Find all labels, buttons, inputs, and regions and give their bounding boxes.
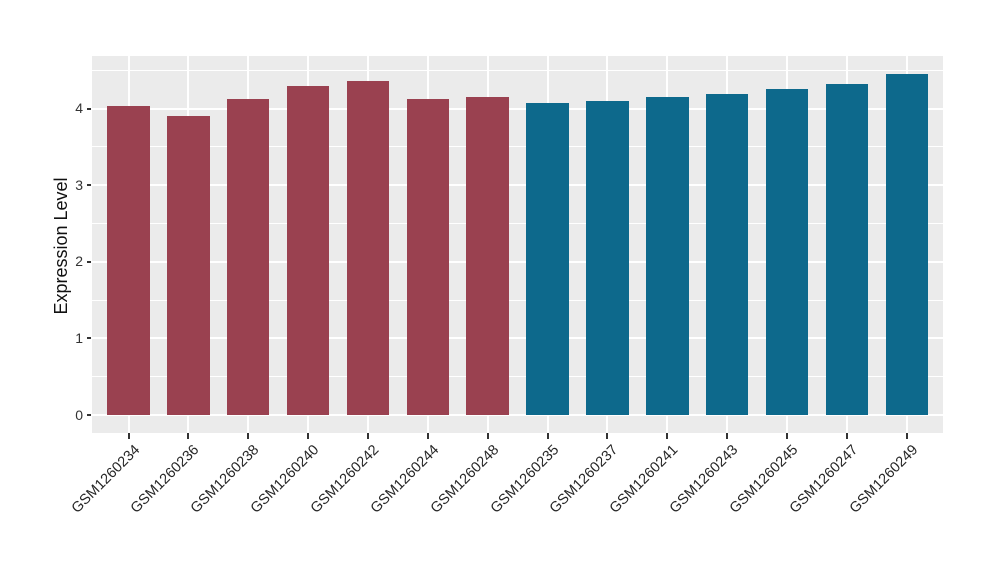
x-tick-label-GSM1260243: GSM1260243 (666, 442, 742, 517)
x-tick-label-GSM1260242: GSM1260242 (307, 442, 383, 517)
bar-GSM1260248 (466, 97, 509, 415)
gridline-h-major (92, 107, 943, 110)
bar-GSM1260245 (765, 88, 809, 415)
x-tick-label-GSM1260244: GSM1260244 (367, 442, 443, 517)
x-tick-mark (486, 433, 489, 439)
bar-GSM1260237 (586, 100, 629, 415)
x-tick-label-GSM1260240: GSM1260240 (247, 442, 323, 517)
y-axis-title: Expression Level (51, 177, 71, 315)
y-tick-label: 1 (75, 329, 83, 346)
y-tick-label: 3 (75, 176, 83, 193)
x-tick-label-GSM1260234: GSM1260234 (68, 442, 143, 517)
x-tick-mark (726, 433, 729, 439)
x-tick-mark (845, 433, 848, 439)
bar-GSM1260242 (346, 81, 390, 415)
bar-GSM1260236 (167, 116, 210, 415)
y-tick-mark (87, 107, 91, 110)
x-tick-mark (606, 433, 609, 439)
x-tick-label-GSM1260249: GSM1260249 (846, 442, 922, 517)
bar-GSM1260240 (286, 86, 330, 415)
x-tick-label-GSM1260238: GSM1260238 (187, 442, 263, 517)
x-tick-mark (905, 433, 908, 439)
bar-GSM1260244 (406, 98, 450, 415)
x-tick-label-GSM1260245: GSM1260245 (726, 442, 802, 517)
y-tick-label: 4 (75, 100, 83, 117)
bar-GSM1260235 (526, 103, 569, 415)
bar-GSM1260247 (825, 84, 869, 415)
gridline-h-minor (92, 146, 943, 148)
y-tick-mark (87, 260, 91, 263)
x-tick-mark (546, 433, 549, 439)
x-tick-mark (307, 433, 310, 439)
bar-GSM1260234 (107, 106, 150, 415)
gridline-h-major (92, 184, 943, 187)
gridline-h-major (92, 414, 943, 416)
gridline-h-minor (92, 299, 943, 301)
bar-GSM1260238 (226, 99, 270, 415)
x-tick-mark (426, 433, 429, 439)
x-tick-mark (786, 433, 789, 439)
bar-GSM1260249 (885, 74, 929, 415)
bar-GSM1260243 (705, 94, 749, 415)
gridline-h-major (92, 337, 943, 340)
x-tick-label-GSM1260247: GSM1260247 (786, 442, 862, 517)
y-tick-mark (87, 184, 91, 187)
x-tick-mark (666, 433, 669, 439)
gridline-h-minor (92, 223, 943, 224)
x-tick-mark (187, 433, 190, 439)
x-tick-label-GSM1260237: GSM1260237 (547, 442, 622, 517)
x-tick-label-GSM1260241: GSM1260241 (607, 442, 682, 517)
gridline-h-minor (92, 69, 943, 71)
gridline-h-major (92, 260, 943, 263)
bar-GSM1260241 (646, 97, 689, 415)
gridline-h-minor (92, 376, 943, 378)
x-tick-mark (366, 433, 369, 439)
y-tick-mark (87, 414, 91, 416)
y-tick-label: 2 (75, 253, 83, 270)
x-tick-mark (247, 433, 250, 439)
x-tick-label-GSM1260236: GSM1260236 (128, 442, 203, 517)
x-tick-label-GSM1260248: GSM1260248 (427, 442, 503, 517)
x-tick-mark (127, 433, 130, 439)
x-tick-label-GSM1260235: GSM1260235 (487, 442, 562, 517)
y-tick-mark (87, 337, 91, 340)
y-tick-label: 0 (75, 406, 83, 423)
plot-panel (92, 56, 943, 433)
